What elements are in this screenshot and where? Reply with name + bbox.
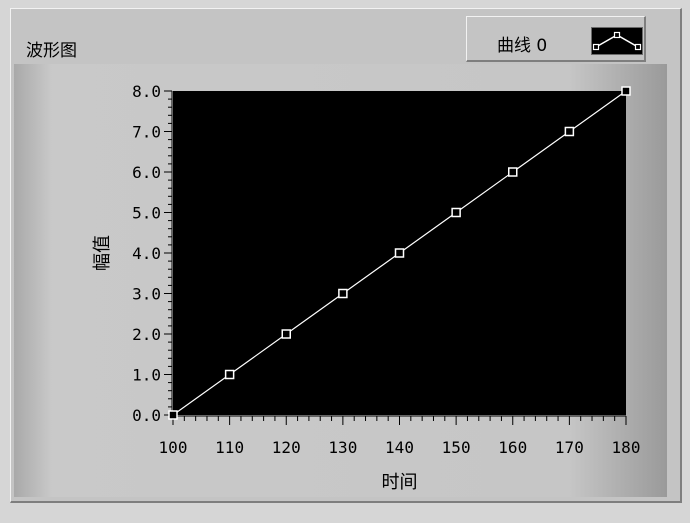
x-tick-label: 140 <box>385 438 414 457</box>
x-tick-label: 110 <box>215 438 244 457</box>
graph-title: 波形图 <box>26 41 77 61</box>
y-tick-label: 6.0 <box>132 163 161 182</box>
y-tick-label: 5.0 <box>132 204 161 223</box>
axes-layer: 0.0 1.0 2.0 3.0 4.0 5.0 6.0 7.0 8.0 100 110 120 130 1… <box>132 82 640 457</box>
x-tick-label: 130 <box>328 438 357 457</box>
x-axis-title: 时间 <box>382 472 418 493</box>
x-tick-label: 170 <box>555 438 584 457</box>
legend-swatch-graphic <box>592 31 642 51</box>
x-tick-label: 180 <box>612 438 641 457</box>
data-point-marker <box>338 288 348 299</box>
y-tick-label: 4.0 <box>132 244 161 263</box>
x-tick-label: 160 <box>498 438 527 457</box>
x-tick-label: 100 <box>159 438 188 457</box>
data-point-marker <box>508 167 518 177</box>
data-point-marker <box>621 86 631 96</box>
line-with-square-markers-icon[interactable] <box>591 27 643 55</box>
y-axis-title: 幅值 <box>92 235 113 271</box>
x-tick-label: 120 <box>272 438 301 457</box>
y-tick-label: 1.0 <box>132 366 161 385</box>
series-layer <box>168 86 631 420</box>
y-tick-label: 2.0 <box>132 325 161 344</box>
x-tick-label: 150 <box>442 438 471 457</box>
y-tick-label: 7.0 <box>132 123 161 142</box>
data-point-marker <box>394 248 405 258</box>
plot-legend[interactable]: 曲线 0 <box>466 16 646 62</box>
y-tick-label: 3.0 <box>132 285 161 304</box>
data-point-marker <box>564 126 575 137</box>
data-point-marker <box>224 369 235 380</box>
data-point-marker <box>451 207 461 218</box>
data-point-marker <box>281 329 291 339</box>
legend-label: 曲线 0 <box>497 36 548 56</box>
y-tick-label: 8.0 <box>132 82 161 101</box>
y-tick-label: 0.0 <box>132 406 161 425</box>
data-point-marker <box>168 410 178 420</box>
